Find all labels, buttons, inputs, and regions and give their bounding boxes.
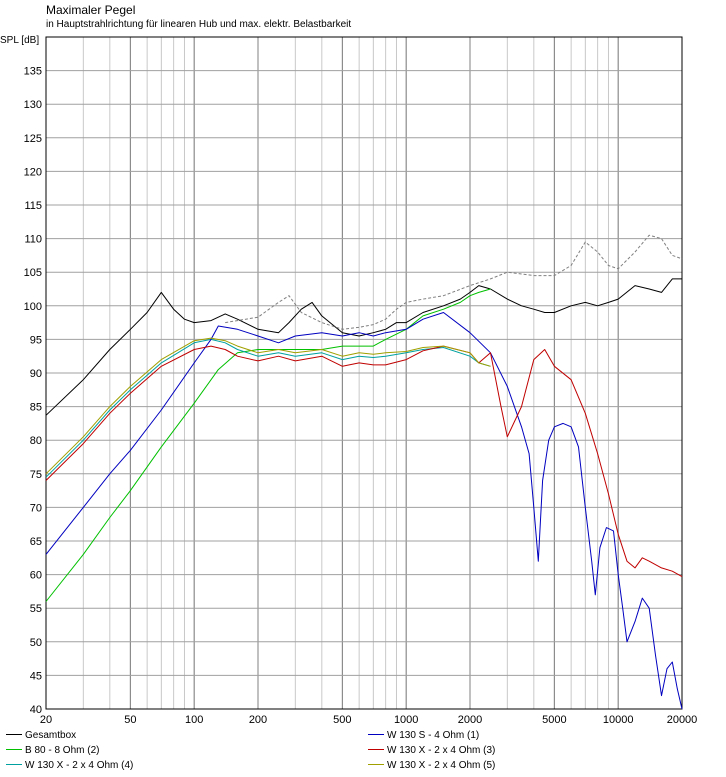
y-tick-label: 95 bbox=[30, 334, 42, 346]
series-line-4 bbox=[45, 338, 491, 478]
legend-swatch bbox=[368, 763, 384, 765]
x-tick-label: 10000 bbox=[603, 714, 634, 726]
x-tick-label: 500 bbox=[333, 714, 351, 726]
legend-label: W 130 S - 4 Ohm (1) bbox=[387, 730, 480, 741]
y-tick-label: 105 bbox=[24, 267, 42, 279]
series-line-7 bbox=[45, 337, 491, 475]
y-tick-label: 65 bbox=[30, 536, 42, 548]
y-tick-label: 60 bbox=[30, 570, 42, 582]
chart-subtitle: in Hauptstrahlrichtung für linearen Hub … bbox=[46, 19, 352, 30]
legend-label: Gesamtbox bbox=[25, 730, 77, 741]
legend-item: W 130 X - 2 x 4 Ohm (3) bbox=[368, 745, 495, 757]
x-tick-label: 2000 bbox=[458, 714, 482, 726]
legend-item: B 80 - 8 Ohm (2) bbox=[6, 745, 99, 757]
y-tick-label: 110 bbox=[24, 234, 42, 246]
legend-label: W 130 X - 2 x 4 Ohm (5) bbox=[387, 760, 496, 771]
y-tick-label: 45 bbox=[30, 670, 42, 682]
series-line-3 bbox=[45, 288, 491, 602]
legend-label: B 80 - 8 Ohm (2) bbox=[25, 745, 100, 756]
series-line-5 bbox=[45, 312, 683, 710]
x-tick-label: 200 bbox=[249, 714, 267, 726]
legend-swatch bbox=[6, 748, 22, 750]
legend-swatch bbox=[368, 748, 384, 750]
legend-item: W 130 X - 2 x 4 Ohm (5) bbox=[368, 760, 495, 772]
y-tick-label: 135 bbox=[24, 66, 42, 78]
x-tick-label: 5000 bbox=[542, 714, 566, 726]
y-tick-label: 130 bbox=[24, 99, 42, 111]
y-tick-label: 80 bbox=[30, 435, 42, 447]
plot-frame bbox=[45, 36, 683, 710]
series-line-1 bbox=[45, 278, 682, 416]
legend-swatch bbox=[368, 733, 384, 735]
y-tick-label: 70 bbox=[30, 502, 42, 514]
x-tick-label: 50 bbox=[124, 714, 136, 726]
y-tick-label: 90 bbox=[30, 368, 42, 380]
x-tick-label: 1000 bbox=[394, 714, 418, 726]
legend-swatch bbox=[6, 763, 22, 765]
legend-item: W 130 S - 4 Ohm (1) bbox=[368, 730, 479, 742]
y-tick-label: 75 bbox=[30, 469, 42, 481]
y-tick-label: 55 bbox=[30, 603, 42, 615]
legend-label: W 130 X - 2 x 4 Ohm (3) bbox=[387, 745, 496, 756]
y-axis-label: SPL [dB] bbox=[0, 35, 40, 46]
legend-swatch bbox=[6, 733, 22, 735]
chart-title: Maximaler Pegel bbox=[46, 3, 136, 17]
y-tick-label: 50 bbox=[30, 637, 42, 649]
legend-item: W 130 X - 2 x 4 Ohm (4) bbox=[6, 760, 133, 772]
y-tick-label: 115 bbox=[24, 200, 42, 212]
legend-label: W 130 X - 2 x 4 Ohm (4) bbox=[25, 760, 134, 771]
y-tick-label: 100 bbox=[24, 301, 42, 313]
y-tick-label: 125 bbox=[24, 133, 42, 145]
x-tick-label: 100 bbox=[185, 714, 203, 726]
series-line-2 bbox=[225, 234, 683, 330]
legend-item: Gesamtbox bbox=[6, 730, 76, 742]
x-tick-label: 20000 bbox=[667, 714, 698, 726]
y-tick-label: 85 bbox=[30, 402, 42, 414]
x-tick-label: 20 bbox=[40, 714, 52, 726]
y-tick-label: 40 bbox=[30, 704, 42, 716]
y-tick-label: 120 bbox=[24, 166, 42, 178]
